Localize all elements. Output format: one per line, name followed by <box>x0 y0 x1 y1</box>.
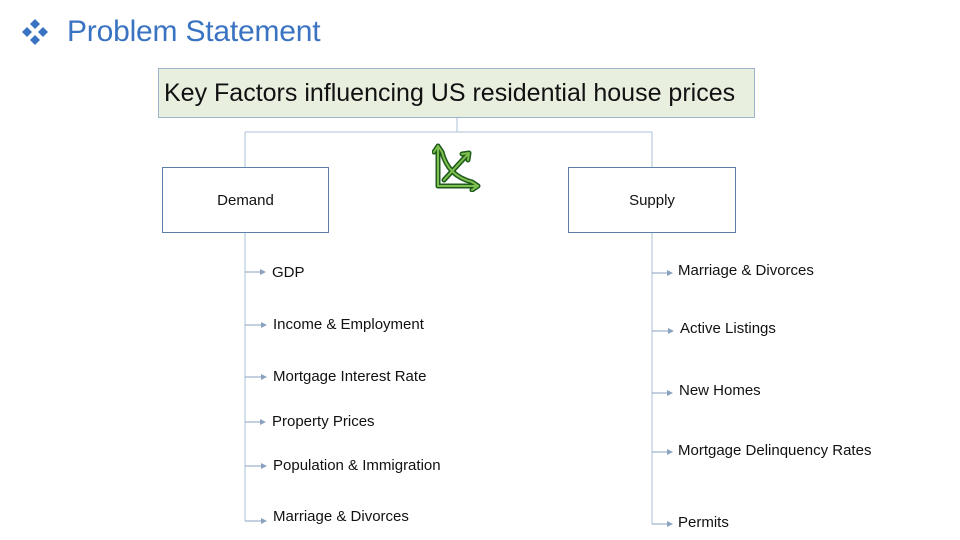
supply-item: New Homes <box>679 382 761 399</box>
demand-item: Population & Immigration <box>273 457 441 474</box>
root-factor-box: Key Factors influencing US residential h… <box>158 68 755 118</box>
demand-item: Income & Employment <box>273 316 424 333</box>
root-factor-label: Key Factors influencing US residential h… <box>164 78 736 107</box>
demand-box: Demand <box>162 167 329 233</box>
supply-item: Active Listings <box>680 320 776 337</box>
demand-label: Demand <box>217 191 274 209</box>
demand-item: Mortgage Interest Rate <box>273 368 427 385</box>
supply-label: Supply <box>629 191 675 209</box>
demand-item: Marriage & Divorces <box>273 508 409 525</box>
slide-title: Problem Statement <box>67 15 321 48</box>
slide-header: Problem Statement <box>20 12 321 52</box>
demand-item: GDP <box>272 264 305 281</box>
supply-item: Marriage & Divorces <box>678 262 814 279</box>
demand-item: Property Prices <box>272 413 375 430</box>
supply-demand-curve-icon <box>432 143 481 192</box>
supply-item: Permits <box>678 514 729 531</box>
supply-item: Mortgage Delinquency Rates <box>678 442 872 459</box>
supply-box: Supply <box>568 167 736 233</box>
diamond-cluster-icon <box>22 19 48 45</box>
